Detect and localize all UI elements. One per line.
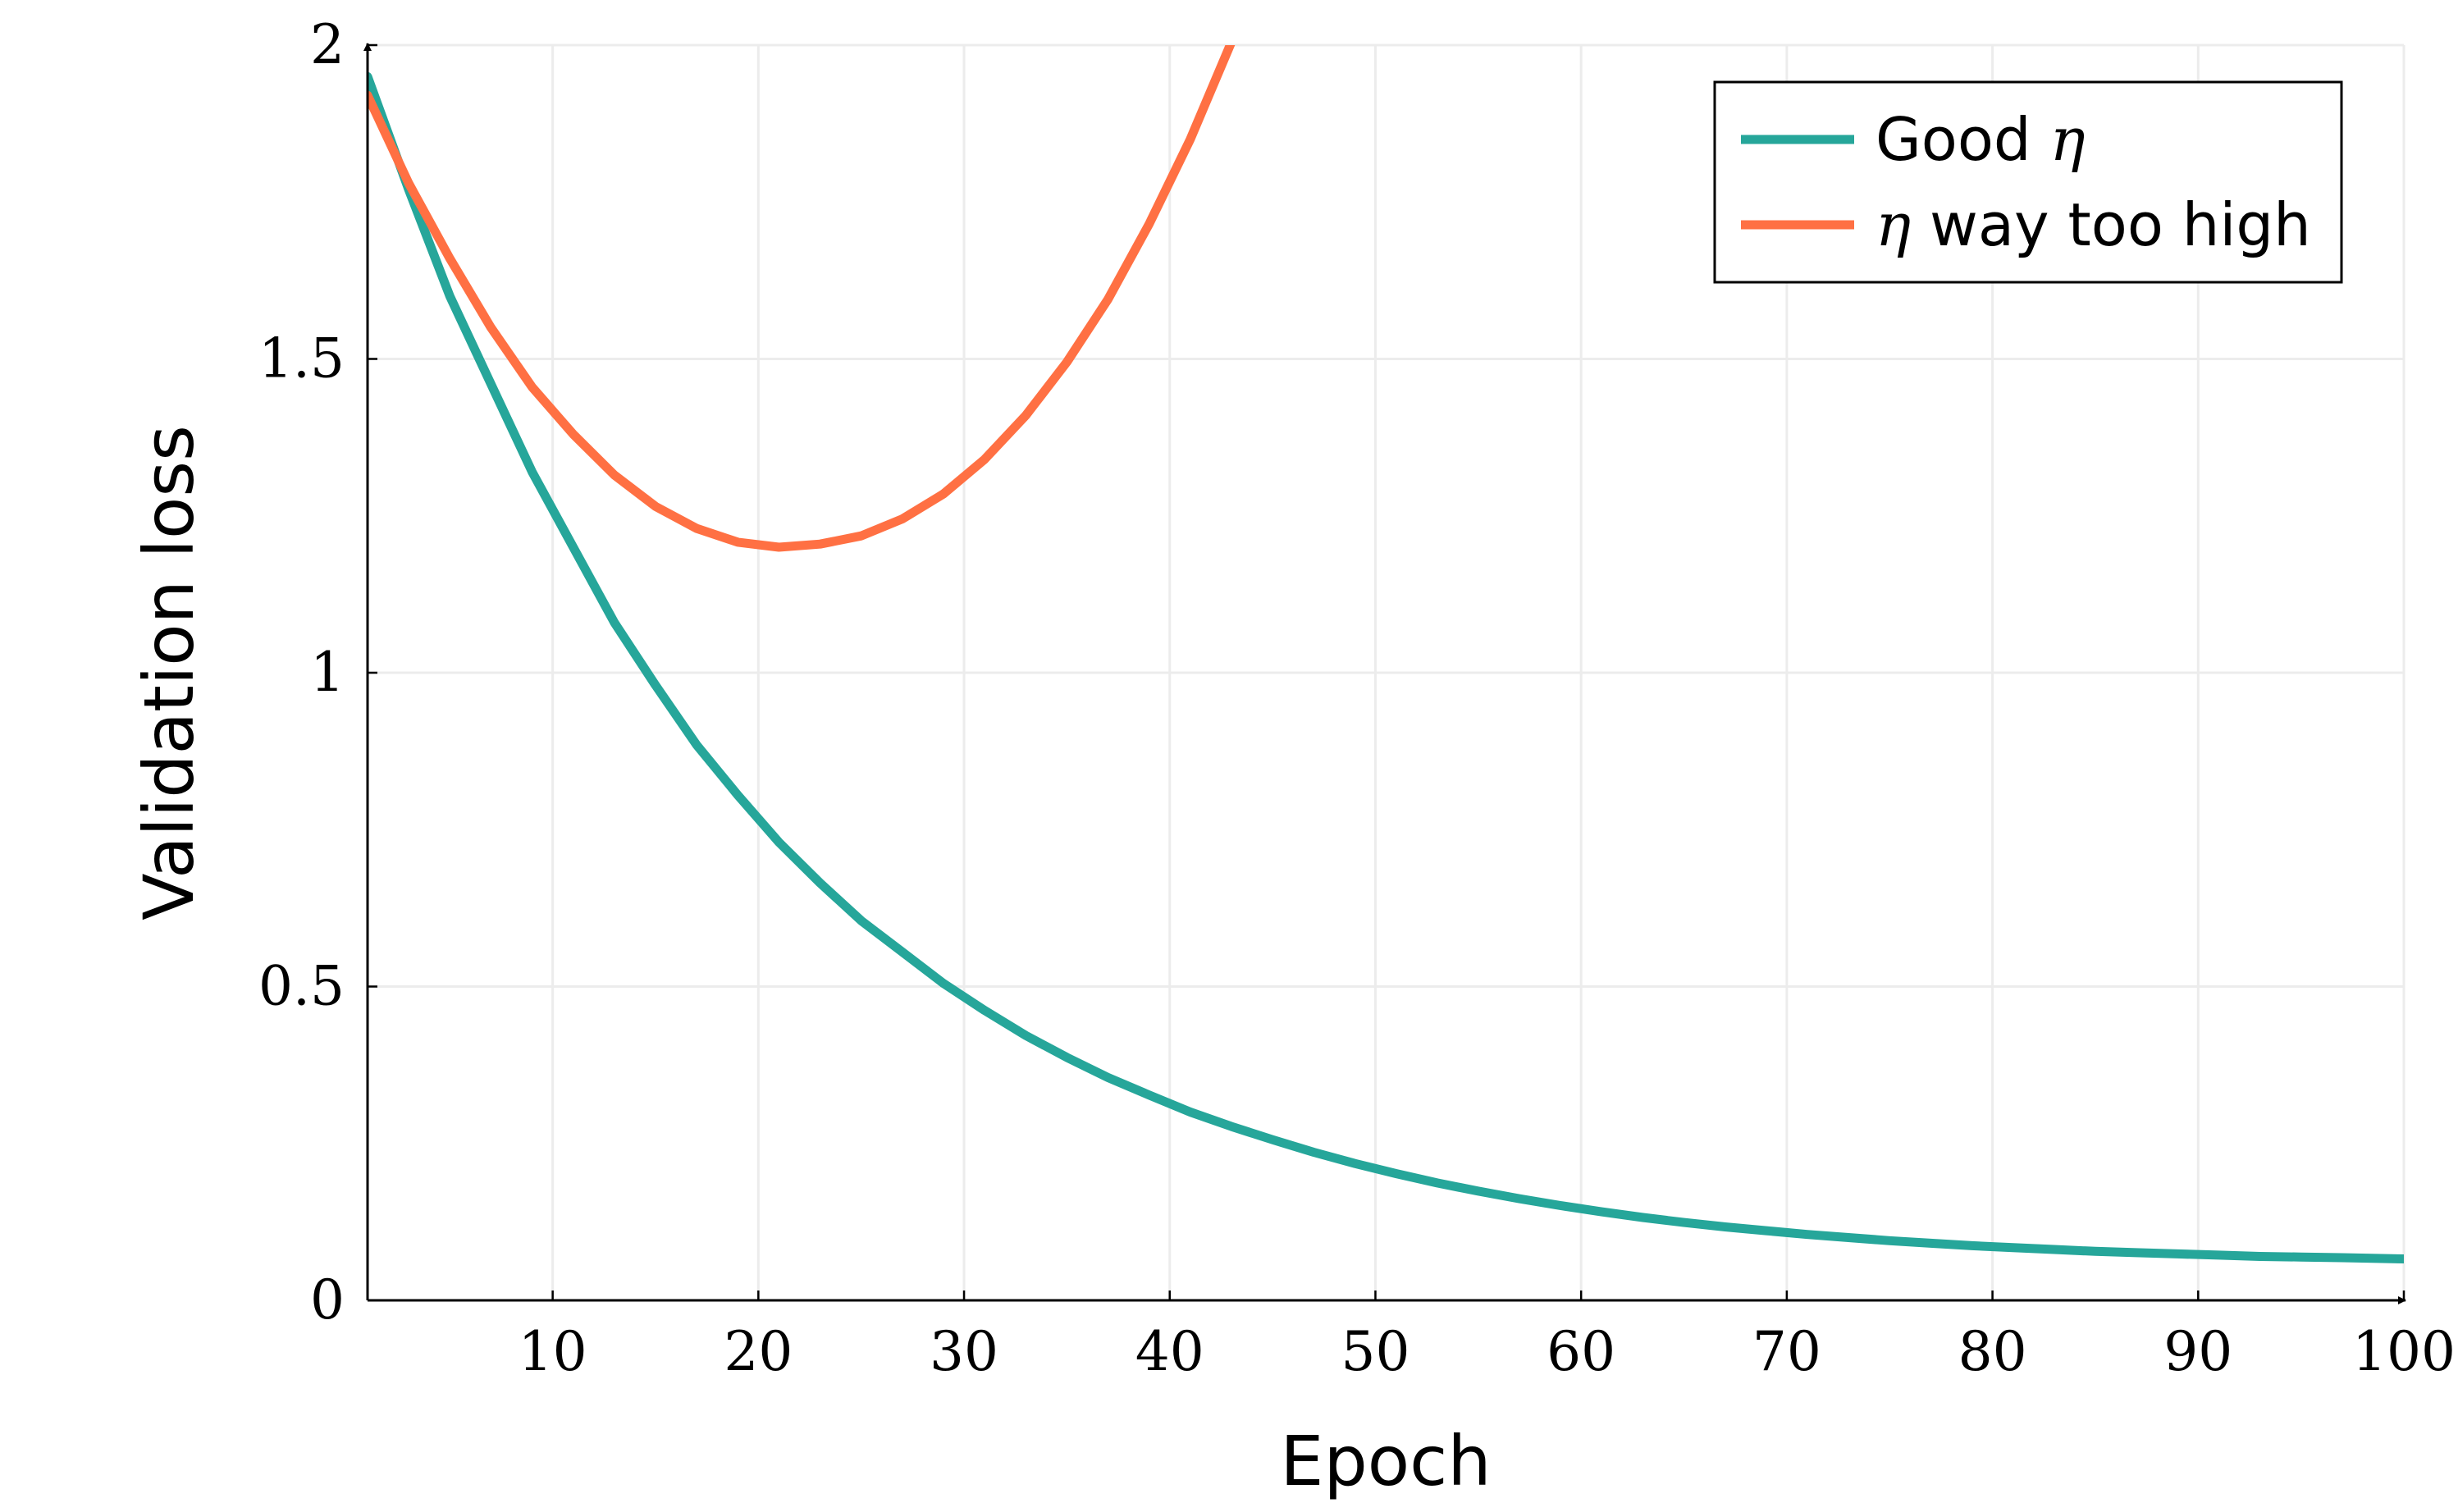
- x-tick-label: 50: [1341, 1320, 1409, 1383]
- y-tick-label: 0.5: [258, 955, 345, 1018]
- eta-symbol: η: [1875, 190, 1911, 259]
- x-tick-label: 90: [2163, 1320, 2232, 1383]
- legend-label-text: Good: [1875, 105, 2049, 174]
- series-line-eta-too-high: [368, 45, 1236, 552]
- y-tick-label: 2: [310, 13, 345, 76]
- legend-box: [1713, 80, 2343, 284]
- x-tick-label: 60: [1547, 1320, 1615, 1383]
- y-tick-label: 1: [310, 641, 345, 704]
- x-tick-label: 40: [1135, 1320, 1204, 1383]
- x-axis-title: Epoch: [1280, 1421, 1491, 1501]
- x-tick-label: 30: [930, 1320, 998, 1383]
- y-axis-title: Validation loss: [129, 425, 209, 920]
- tick-labels: 10 20 30 40 50 60 70 80 90 100 0 0.5 1 1.5 2: [258, 13, 2456, 1383]
- eta-symbol: η: [2049, 105, 2085, 174]
- legend-label: η way too high: [1875, 190, 2311, 259]
- legend-label-text: way too high: [1911, 190, 2311, 259]
- series-line-good-eta: [368, 71, 2404, 1263]
- x-tick-label: 100: [2352, 1320, 2456, 1383]
- legend: Good ηη way too high: [1713, 80, 2343, 284]
- x-tick-label: 10: [519, 1320, 587, 1383]
- axes: [363, 43, 2406, 1304]
- series-lines: [368, 45, 2404, 1263]
- x-tick-label: 70: [1752, 1320, 1821, 1383]
- x-tick-label: 20: [724, 1320, 793, 1383]
- y-tick-label: 1.5: [258, 327, 345, 391]
- x-tick-label: 80: [1958, 1320, 2027, 1383]
- y-tick-label: 0: [310, 1268, 345, 1332]
- legend-label: Good η: [1875, 105, 2086, 174]
